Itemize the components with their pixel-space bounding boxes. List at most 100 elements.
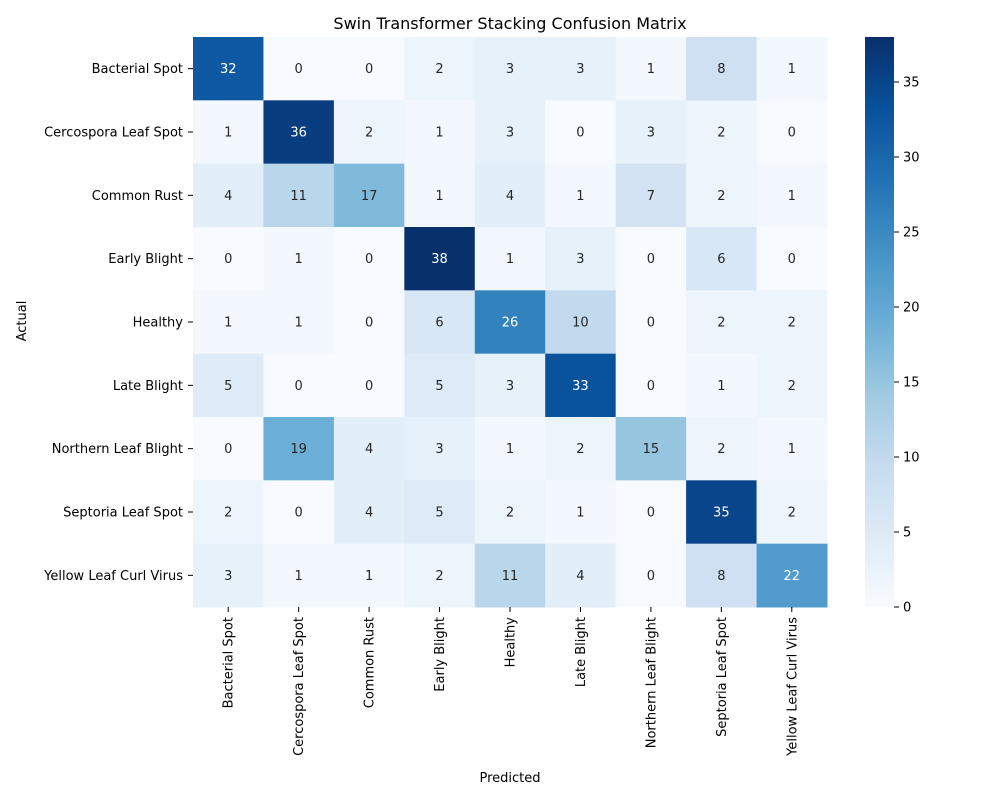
cell-value-label: 0 xyxy=(365,62,373,77)
cell-value-label: 4 xyxy=(224,189,232,204)
cell-value-label: 4 xyxy=(365,506,373,521)
heatmap-cell xyxy=(193,163,264,228)
cell-value-label: 0 xyxy=(647,316,655,331)
heatmap-cell xyxy=(404,353,476,418)
colorbar-tick-label: 30 xyxy=(903,151,920,166)
cell-value-label: 0 xyxy=(365,252,373,267)
colorbar-tick-label: 5 xyxy=(903,526,911,541)
cell-value-label: 35 xyxy=(713,506,730,521)
heatmap-cell xyxy=(193,480,264,545)
cell-value-label: 4 xyxy=(506,189,514,204)
heatmap-cell xyxy=(686,417,758,481)
x-tick-label: Common Rust xyxy=(363,617,378,708)
cell-value-label: 3 xyxy=(576,252,584,267)
cell-value-label: 1 xyxy=(788,189,796,204)
heatmap-cell xyxy=(545,290,617,355)
cell-value-label: 3 xyxy=(224,569,232,584)
heatmap-cell xyxy=(333,480,405,545)
cell-value-label: 26 xyxy=(502,316,519,331)
y-tick-label: Early Blight xyxy=(108,252,183,267)
y-tick-label: Cercospora Leaf Spot xyxy=(44,126,183,141)
y-tick-label: Bacterial Spot xyxy=(92,62,183,77)
y-tick-label: Northern Leaf Blight xyxy=(52,442,183,457)
x-tick-label: Yellow Leaf Curl Virus xyxy=(785,617,800,757)
heatmap-cell xyxy=(756,480,828,545)
cell-value-label: 0 xyxy=(295,379,303,394)
cell-value-label: 0 xyxy=(788,252,796,267)
cell-value-label: 1 xyxy=(717,379,725,394)
cell-labels: 32 0 0 2 3 3 1 8 11 36 2 1 3 0 3 2 04 11 17 1 4 1 7 2 10 1 0 38 1 3 0 6… xyxy=(220,62,800,584)
cell-value-label: 1 xyxy=(295,316,303,331)
heatmap-cell xyxy=(474,543,546,608)
heatmap-cell xyxy=(545,417,617,481)
heatmap-cell xyxy=(193,417,264,481)
colorbar: 0 5 10 15 20 25 30 35 xyxy=(865,37,920,616)
cell-value-label: 6 xyxy=(435,316,443,331)
cell-value-label: 2 xyxy=(435,62,443,77)
cell-value-label: 0 xyxy=(224,252,232,267)
heatmap-cell xyxy=(263,100,335,165)
cell-value-label: 0 xyxy=(295,62,303,77)
heatmap-cell xyxy=(263,163,335,228)
heatmap-cell xyxy=(474,353,546,418)
heatmap-cell xyxy=(333,543,405,608)
heatmap-cell xyxy=(404,163,476,228)
cell-value-label: 4 xyxy=(365,442,373,457)
cell-value-label: 1 xyxy=(435,126,443,141)
cell-value-label: 2 xyxy=(365,126,373,141)
heatmap-cell xyxy=(615,353,687,418)
heatmap-cell xyxy=(615,100,687,165)
cell-value-label: 1 xyxy=(576,189,584,204)
cell-value-label: 0 xyxy=(295,506,303,521)
colorbar-tick-label: 20 xyxy=(903,301,920,316)
heatmap-cell xyxy=(615,290,687,355)
colorbar-tick-label: 0 xyxy=(903,601,911,616)
colorbar-tick-label: 15 xyxy=(903,376,920,391)
cell-value-label: 1 xyxy=(647,62,655,77)
cell-value-label: 2 xyxy=(788,316,796,331)
x-tick-label: Bacterial Spot xyxy=(222,617,237,708)
heatmap-cell xyxy=(193,227,264,291)
y-tick-label: Late Blight xyxy=(113,379,183,394)
y-axis-ticks: Bacterial Spot Cercospora Leaf Spot Common… xyxy=(43,62,193,584)
heatmap-cell xyxy=(474,480,546,545)
cell-value-label: 0 xyxy=(788,126,796,141)
x-tick-label: Northern Leaf Blight xyxy=(644,617,659,748)
heatmap-cell xyxy=(756,290,828,355)
heatmap-cell xyxy=(263,290,335,355)
heatmap-cell xyxy=(545,353,617,418)
cell-value-label: 6 xyxy=(717,252,725,267)
heatmap-cell xyxy=(756,163,828,228)
heatmap-cell xyxy=(263,227,335,291)
heatmap-cell xyxy=(263,353,335,418)
cell-value-label: 3 xyxy=(435,442,443,457)
heatmap-cell xyxy=(474,37,546,101)
cell-value-label: 0 xyxy=(576,126,584,141)
heatmap-cell xyxy=(263,543,335,608)
cell-value-label: 1 xyxy=(506,252,514,267)
colorbar-gradient xyxy=(865,37,894,607)
heatmap-cell xyxy=(333,417,405,481)
cell-value-label: 2 xyxy=(717,126,725,141)
cell-value-label: 1 xyxy=(506,442,514,457)
heatmap-cell xyxy=(193,290,264,355)
cell-value-label: 0 xyxy=(224,442,232,457)
cell-value-label: 3 xyxy=(506,126,514,141)
heatmap-cell xyxy=(545,100,617,165)
cell-value-label: 1 xyxy=(788,442,796,457)
colorbar-tick-label: 35 xyxy=(903,76,920,91)
heatmap-cell xyxy=(333,290,405,355)
cell-value-label: 3 xyxy=(576,62,584,77)
heatmap-cell xyxy=(686,353,758,418)
cell-value-label: 2 xyxy=(717,189,725,204)
cell-value-label: 2 xyxy=(506,506,514,521)
cell-value-label: 0 xyxy=(365,379,373,394)
cell-value-label: 1 xyxy=(788,62,796,77)
heatmap-cell xyxy=(686,37,758,101)
y-tick-label: Common Rust xyxy=(92,189,183,204)
cell-value-label: 15 xyxy=(643,442,660,457)
heatmap-cell xyxy=(756,353,828,418)
cell-value-label: 1 xyxy=(295,569,303,584)
cell-value-label: 0 xyxy=(647,569,655,584)
